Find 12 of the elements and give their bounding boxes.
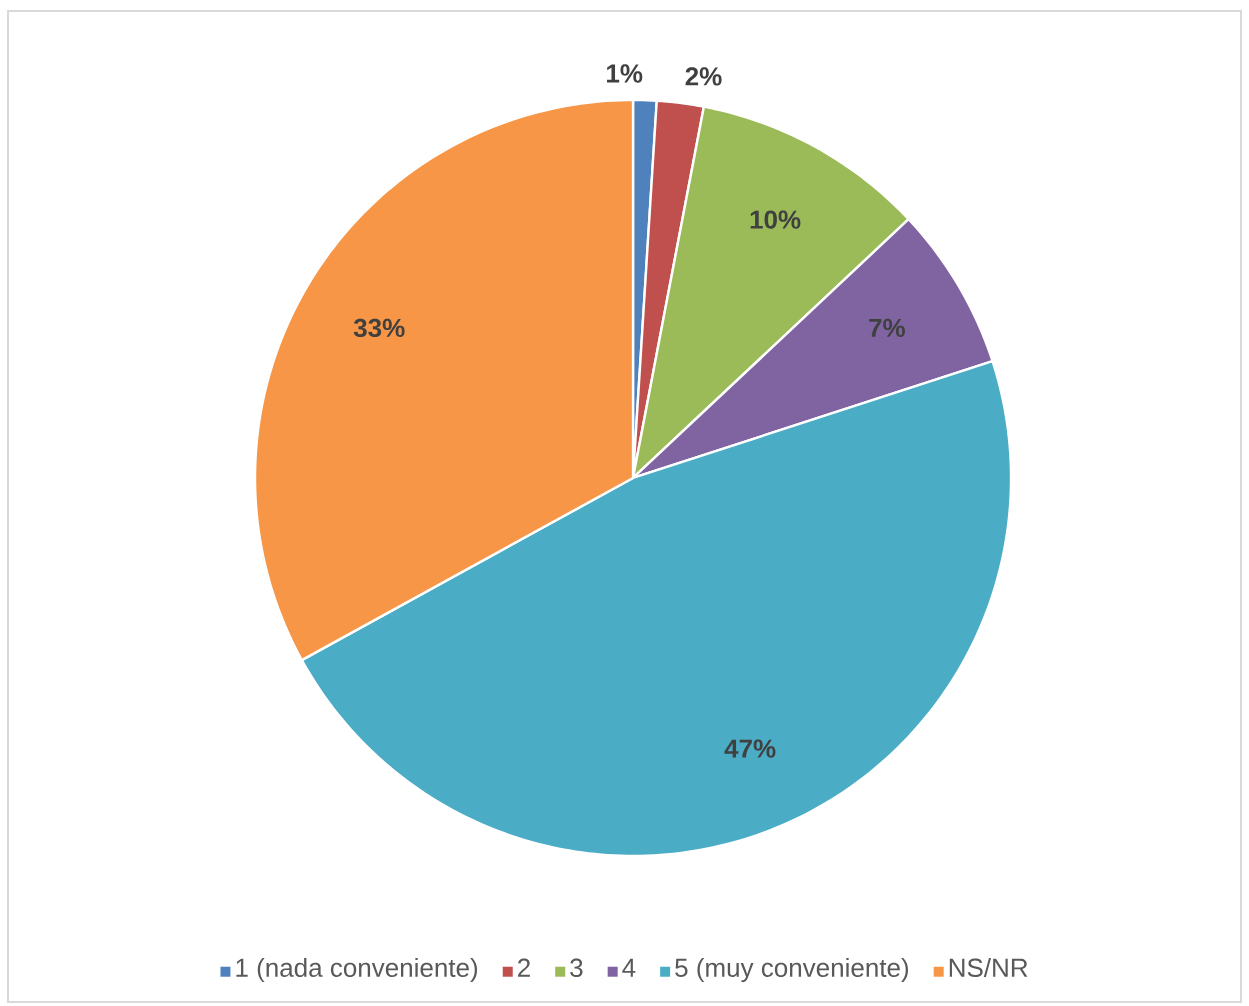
legend-label: 1 (nada conveniente) bbox=[236, 957, 478, 983]
legend-label: NS/NR bbox=[949, 957, 1028, 977]
legend-label: 5 (muy conveniente) bbox=[675, 957, 909, 983]
data-label: 47% bbox=[724, 739, 776, 758]
data-label: 2% bbox=[685, 67, 722, 86]
legend-label: 3 bbox=[570, 958, 583, 977]
legend-label: 2 bbox=[518, 958, 530, 977]
data-label: 33% bbox=[353, 318, 405, 338]
data-label: 7% bbox=[869, 318, 905, 338]
legend-label: 4 bbox=[622, 958, 636, 977]
data-label: 1% bbox=[607, 64, 643, 83]
data-label: 10% bbox=[750, 210, 801, 229]
